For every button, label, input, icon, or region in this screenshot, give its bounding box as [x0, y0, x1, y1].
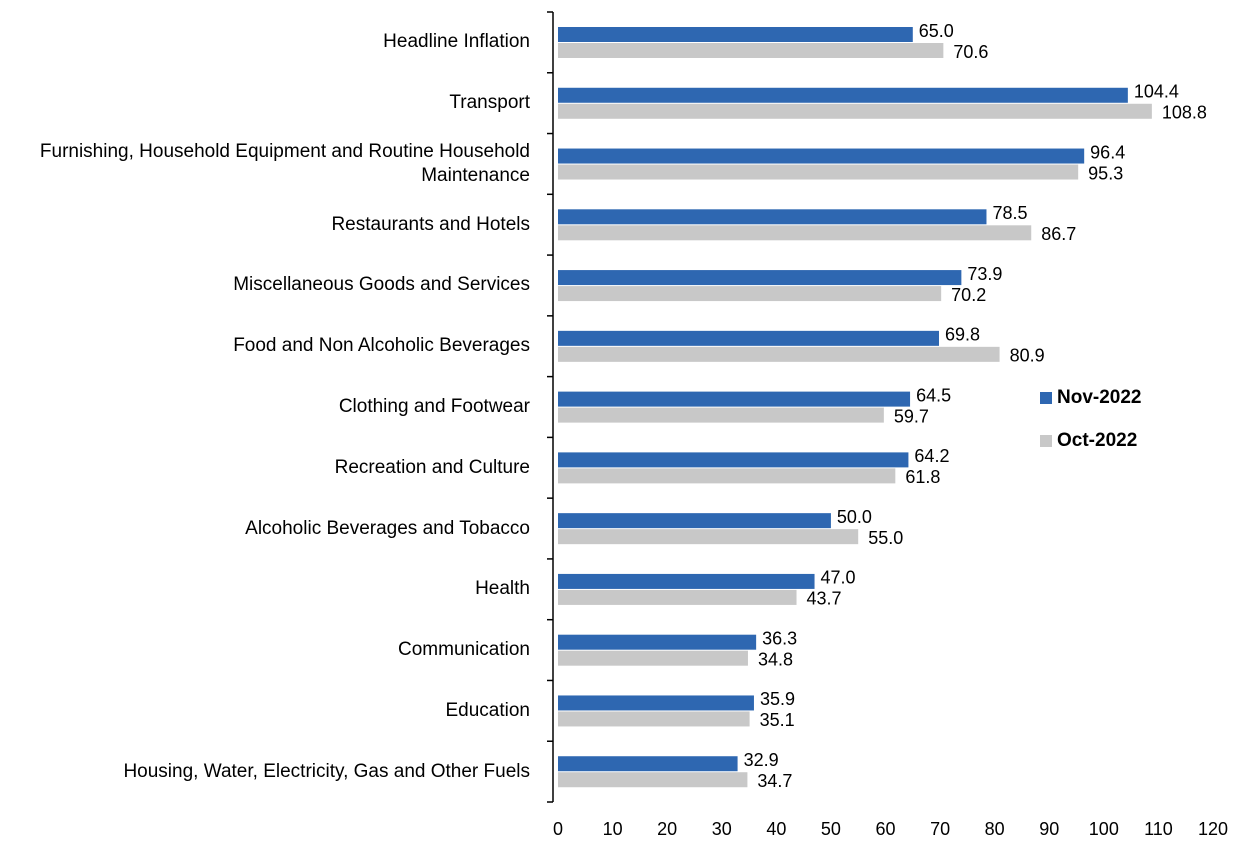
category-label: Furnishing, Household Equipment and Rout… [39, 140, 530, 186]
category-label: Clothing and Footwear [338, 396, 530, 417]
data-label: 55.0 [868, 528, 903, 548]
data-label: 86.7 [1041, 224, 1076, 244]
category-label: Housing, Water, Electricity, Gas and Oth… [123, 760, 530, 782]
category-label: Transport [449, 92, 530, 114]
category-label: Headline Inflation [383, 31, 530, 53]
x-tick-label: 120 [1198, 819, 1228, 839]
x-tick-label: 20 [657, 819, 677, 839]
data-label: 70.2 [951, 285, 986, 305]
legend-label: Nov-2022 [1057, 387, 1142, 408]
bar [558, 330, 939, 346]
category-label: Food and Non Alcoholic Beverages [233, 335, 530, 357]
data-label: 96.4 [1090, 142, 1125, 162]
bar [558, 346, 1000, 362]
category-label: Education [445, 699, 530, 721]
x-tick-label: 30 [712, 819, 732, 839]
category-label: Communication [398, 639, 530, 661]
x-tick-label: 50 [821, 819, 841, 839]
bar [558, 87, 1128, 103]
x-tick-label: 80 [985, 819, 1005, 839]
bar [558, 103, 1152, 119]
bar [558, 270, 962, 286]
data-label: 78.5 [992, 203, 1027, 223]
bar [558, 43, 944, 58]
bar [558, 772, 748, 788]
data-label: 108.8 [1162, 103, 1207, 123]
bar [558, 513, 831, 529]
data-label: 104.4 [1134, 82, 1179, 102]
data-label: 50.0 [837, 507, 872, 527]
bar [558, 634, 757, 650]
x-tick-label: 0 [553, 819, 563, 839]
data-label: 80.9 [1010, 346, 1045, 366]
bar [558, 452, 909, 468]
legend-swatch [1040, 435, 1052, 447]
data-label: 43.7 [807, 589, 842, 609]
bar [558, 756, 738, 772]
x-tick-label: 100 [1089, 819, 1119, 839]
data-label: 36.3 [762, 628, 797, 648]
x-tick-label: 110 [1144, 819, 1173, 839]
bar [558, 573, 815, 589]
legend-label: Oct-2022 [1057, 430, 1137, 451]
x-tick-label: 90 [1039, 819, 1059, 839]
data-label: 34.8 [758, 649, 793, 669]
bar [558, 407, 884, 423]
data-label: 65.0 [919, 21, 954, 41]
bar [558, 148, 1085, 164]
data-label: 59.7 [894, 406, 929, 426]
data-label: 35.9 [760, 689, 795, 709]
data-label: 34.7 [757, 771, 792, 791]
data-label: 64.2 [914, 446, 949, 466]
bar [558, 391, 911, 407]
bar [558, 225, 1032, 241]
x-tick-label: 70 [930, 819, 950, 839]
x-tick-label: 60 [875, 819, 895, 839]
bar [558, 209, 987, 225]
bar [558, 468, 896, 484]
category-label: Health [475, 578, 530, 600]
bar [558, 695, 754, 711]
x-tick-label: 40 [766, 819, 786, 839]
category-label: Miscellaneous Goods and Services [233, 274, 530, 296]
x-tick-label: 10 [603, 819, 623, 839]
category-label: Restaurants and Hotels [331, 213, 530, 235]
category-label: Alcoholic Beverages and Tobacco [245, 517, 530, 539]
bar [558, 711, 750, 727]
legend-swatch [1040, 392, 1052, 404]
bar [558, 164, 1079, 180]
data-label: 47.0 [821, 568, 856, 588]
bar [558, 27, 913, 42]
data-label: 61.8 [905, 467, 940, 487]
data-label: 64.5 [916, 385, 951, 405]
data-label: 69.8 [945, 325, 980, 345]
data-label: 35.1 [760, 710, 795, 730]
data-label: 73.9 [967, 264, 1002, 284]
bar [558, 650, 748, 666]
bar [558, 286, 942, 302]
bar [558, 589, 797, 605]
category-label: Recreation and Culture [334, 456, 530, 478]
bar [558, 529, 859, 545]
data-label: 32.9 [744, 750, 779, 770]
data-label: 70.6 [953, 42, 988, 62]
data-label: 95.3 [1088, 163, 1123, 183]
